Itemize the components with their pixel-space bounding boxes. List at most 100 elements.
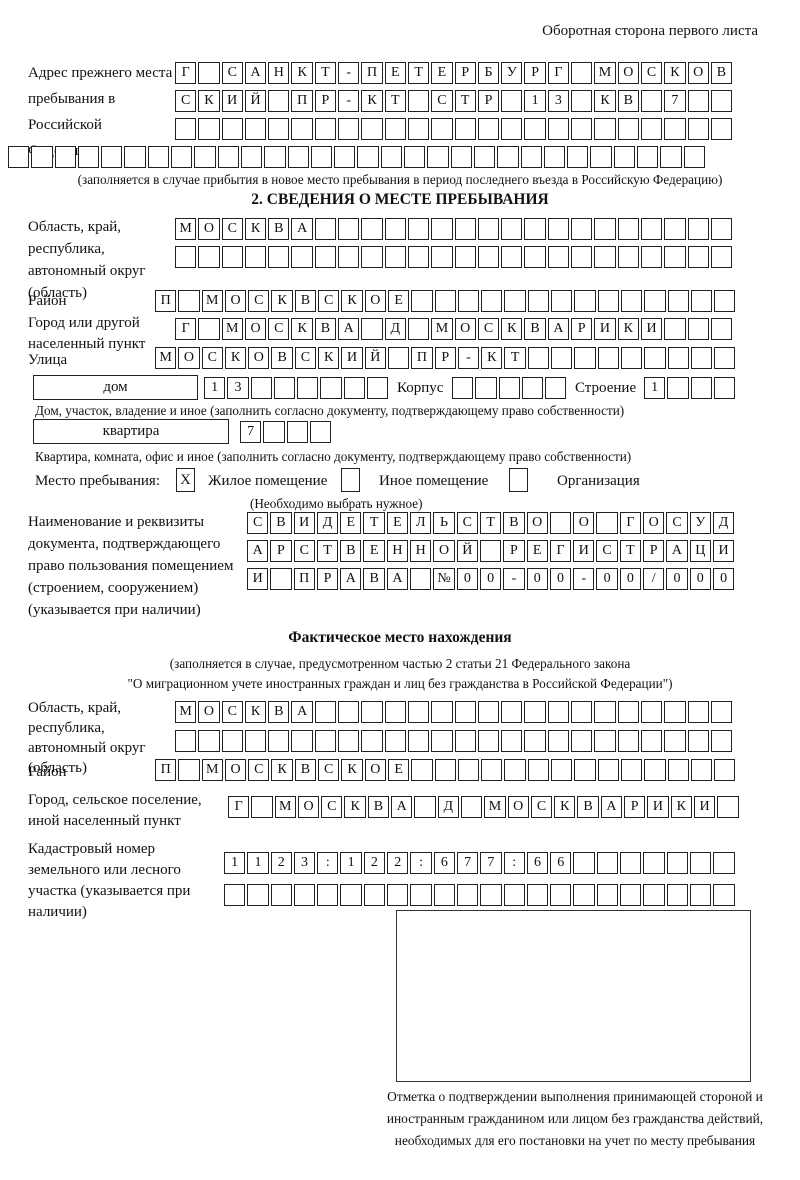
char-box[interactable] <box>524 730 546 752</box>
char-box[interactable]: Д <box>316 512 339 534</box>
char-box[interactable]: 3 <box>293 852 316 874</box>
char-box[interactable] <box>221 730 243 752</box>
char-box[interactable] <box>617 246 639 268</box>
char-box[interactable] <box>198 246 220 268</box>
char-box[interactable]: С <box>640 62 663 84</box>
char-box[interactable] <box>384 730 406 752</box>
char-box[interactable] <box>338 118 360 140</box>
char-box[interactable] <box>710 218 733 240</box>
char-box[interactable] <box>479 540 502 562</box>
char-box[interactable]: О <box>297 796 320 818</box>
char-box[interactable] <box>713 884 735 906</box>
fact-oblast-row-2[interactable] <box>175 730 733 752</box>
char-box[interactable] <box>361 246 383 268</box>
char-box[interactable] <box>460 796 483 818</box>
char-box[interactable] <box>551 347 573 369</box>
char-box[interactable]: И <box>247 568 269 590</box>
char-box[interactable]: 2 <box>363 852 386 874</box>
char-box[interactable]: К <box>344 796 366 818</box>
char-box[interactable]: А <box>338 318 360 340</box>
char-box[interactable] <box>314 218 337 240</box>
char-box[interactable]: Т <box>479 512 502 534</box>
checkbox-inoe[interactable] <box>341 468 360 492</box>
char-box[interactable] <box>547 118 570 140</box>
char-box[interactable]: К <box>594 90 616 112</box>
char-box[interactable]: - <box>457 347 480 369</box>
char-box[interactable]: Р <box>434 347 456 369</box>
char-box[interactable]: В <box>710 62 733 84</box>
char-box[interactable] <box>644 347 666 369</box>
char-box[interactable] <box>268 730 290 752</box>
char-box[interactable] <box>687 118 709 140</box>
char-box[interactable] <box>710 246 733 268</box>
char-box[interactable] <box>198 730 220 752</box>
char-box[interactable]: С <box>247 512 269 534</box>
char-box[interactable] <box>660 146 682 168</box>
kvartira-row[interactable]: 7 <box>240 421 332 443</box>
korpus-row[interactable] <box>452 377 567 399</box>
char-box[interactable] <box>340 884 362 906</box>
char-box[interactable] <box>596 512 618 534</box>
char-box[interactable]: О <box>224 290 247 312</box>
char-box[interactable]: К <box>341 290 363 312</box>
char-box[interactable]: 7 <box>456 852 479 874</box>
char-box[interactable] <box>431 118 453 140</box>
char-box[interactable]: К <box>481 347 503 369</box>
char-box[interactable] <box>710 701 733 723</box>
char-box[interactable] <box>291 246 313 268</box>
char-box[interactable] <box>666 884 688 906</box>
char-box[interactable]: 6 <box>526 852 549 874</box>
char-box[interactable]: К <box>554 796 576 818</box>
char-box[interactable]: Т <box>454 90 476 112</box>
char-box[interactable] <box>314 246 337 268</box>
char-box[interactable]: К <box>244 701 267 723</box>
char-box[interactable]: О <box>617 62 639 84</box>
char-box[interactable] <box>687 218 709 240</box>
char-box[interactable]: М <box>594 62 616 84</box>
char-box[interactable]: П <box>293 568 315 590</box>
char-box[interactable]: О <box>248 347 270 369</box>
char-box[interactable] <box>384 246 406 268</box>
char-box[interactable] <box>617 118 639 140</box>
char-box[interactable]: В <box>271 347 293 369</box>
char-box[interactable]: О <box>364 759 386 781</box>
char-box[interactable] <box>710 90 733 112</box>
char-box[interactable] <box>380 146 403 168</box>
char-box[interactable] <box>477 218 500 240</box>
char-box[interactable]: С <box>268 318 290 340</box>
char-box[interactable] <box>640 730 663 752</box>
char-box[interactable]: В <box>268 218 290 240</box>
char-box[interactable] <box>224 884 246 906</box>
char-box[interactable]: У <box>689 512 711 534</box>
char-box[interactable] <box>640 701 663 723</box>
char-box[interactable] <box>687 730 709 752</box>
char-box[interactable]: Е <box>387 290 410 312</box>
char-box[interactable]: 0 <box>666 568 688 590</box>
char-box[interactable]: О <box>364 290 386 312</box>
char-box[interactable]: А <box>600 796 623 818</box>
char-box[interactable] <box>590 146 612 168</box>
char-box[interactable] <box>481 759 503 781</box>
prev-address-row-4[interactable] <box>8 146 705 168</box>
char-box[interactable] <box>498 377 520 399</box>
char-box[interactable] <box>501 246 523 268</box>
char-box[interactable] <box>456 884 479 906</box>
char-box[interactable] <box>717 796 739 818</box>
char-box[interactable] <box>431 246 453 268</box>
char-box[interactable]: И <box>341 347 363 369</box>
char-box[interactable] <box>8 146 30 168</box>
char-box[interactable] <box>198 318 220 340</box>
char-box[interactable] <box>501 730 523 752</box>
char-box[interactable]: 0 <box>549 568 572 590</box>
char-box[interactable] <box>361 218 383 240</box>
kadastr-row-2[interactable] <box>224 884 735 906</box>
char-box[interactable] <box>175 730 197 752</box>
char-box[interactable]: - <box>573 568 595 590</box>
char-box[interactable]: 1 <box>247 852 269 874</box>
char-box[interactable] <box>571 246 593 268</box>
char-box[interactable]: Н <box>386 540 409 562</box>
